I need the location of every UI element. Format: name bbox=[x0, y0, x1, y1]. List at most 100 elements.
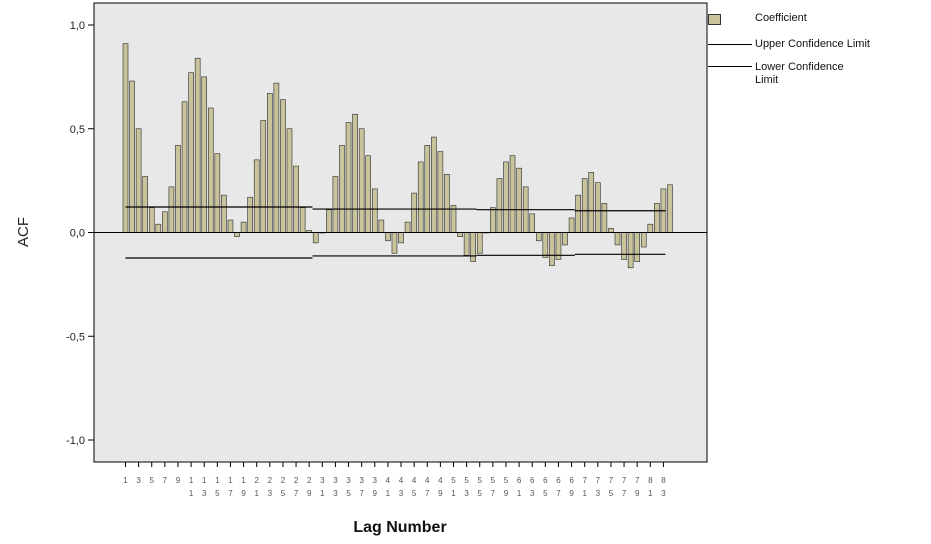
acf-bar bbox=[253, 159, 260, 233]
x-tick-label: 6 bbox=[543, 476, 548, 485]
x-tick-label: 5 bbox=[464, 476, 469, 485]
acf-bar bbox=[234, 232, 240, 237]
x-tick-label: 8 bbox=[661, 476, 666, 485]
x-tick-label: 3 bbox=[373, 476, 378, 485]
acf-bar bbox=[417, 161, 424, 233]
x-tick-label: 4 bbox=[412, 476, 417, 485]
acf-bar bbox=[640, 232, 647, 248]
x-tick-label-second-digit: 1 bbox=[582, 489, 587, 498]
acf-bar bbox=[444, 174, 450, 233]
acf-bar bbox=[312, 232, 319, 244]
acf-bar bbox=[503, 161, 509, 233]
acf-bar bbox=[391, 232, 398, 254]
x-tick-label-second-digit: 5 bbox=[543, 489, 548, 498]
x-tick-label-second-digit: 7 bbox=[425, 489, 430, 498]
acf-bar bbox=[490, 207, 496, 233]
legend-label-upper: Upper Confidence Limit bbox=[755, 38, 870, 50]
x-tick-label: 2 bbox=[268, 476, 273, 485]
x-tick-label: 1 bbox=[228, 476, 233, 485]
legend-label-lower-1: Lower Confidence bbox=[755, 61, 844, 73]
acf-bar bbox=[568, 217, 575, 233]
acf-bar bbox=[201, 76, 208, 233]
y-tick-label: 0,0 bbox=[70, 228, 85, 240]
x-tick-label-second-digit: 1 bbox=[386, 489, 391, 498]
acf-bar bbox=[470, 232, 476, 262]
acf-bar bbox=[155, 223, 162, 233]
y-tick-label: 1,0 bbox=[70, 20, 85, 32]
acf-bar bbox=[168, 186, 175, 233]
x-tick-label: 7 bbox=[609, 476, 614, 485]
acf-bar bbox=[352, 113, 358, 233]
acf-bar bbox=[267, 93, 273, 233]
acf-bar bbox=[345, 122, 352, 233]
legend-label-lower-2: Limit bbox=[755, 74, 779, 86]
legend-item-upper: Upper Confidence Limit bbox=[700, 30, 928, 50]
x-tick-label: 2 bbox=[254, 476, 259, 485]
acf-bar bbox=[280, 99, 286, 233]
acf-bar bbox=[404, 221, 411, 233]
x-tick-label-second-digit: 5 bbox=[609, 489, 614, 498]
x-tick-label: 8 bbox=[648, 476, 653, 485]
acf-bar bbox=[332, 176, 339, 233]
x-tick-label: 5 bbox=[478, 476, 483, 485]
bars bbox=[122, 43, 673, 269]
x-tick-label-second-digit: 7 bbox=[622, 489, 627, 498]
acf-bar bbox=[575, 194, 581, 233]
y-axis-title: ACF bbox=[15, 217, 32, 247]
acf-bar bbox=[437, 151, 444, 233]
x-tick-label-second-digit: 1 bbox=[451, 489, 456, 498]
x-tick-label: 6 bbox=[556, 476, 561, 485]
acf-bar bbox=[240, 221, 247, 233]
x-tick-label-second-digit: 5 bbox=[215, 489, 220, 498]
x-tick-label-second-digit: 3 bbox=[202, 489, 207, 498]
x-tick-label-second-digit: 3 bbox=[464, 489, 469, 498]
x-tick-label: 1 bbox=[189, 476, 194, 485]
acf-bar bbox=[142, 176, 148, 233]
acf-bar bbox=[339, 145, 345, 233]
x-tick-label-second-digit: 9 bbox=[569, 489, 574, 498]
acf-bar bbox=[299, 207, 306, 233]
acf-bar bbox=[260, 120, 267, 233]
upper-limit-line-icon bbox=[708, 44, 752, 45]
x-tick-label-second-digit: 5 bbox=[478, 489, 483, 498]
x-tick-label: 5 bbox=[504, 476, 509, 485]
acf-bar bbox=[457, 232, 463, 237]
acf-bar bbox=[122, 43, 129, 233]
y-tick-label: -0,5 bbox=[66, 331, 85, 343]
acf-bar bbox=[358, 128, 365, 233]
x-tick-label: 7 bbox=[622, 476, 627, 485]
acf-bar bbox=[509, 155, 516, 233]
acf-bar bbox=[148, 207, 155, 233]
acf-bar bbox=[535, 232, 542, 242]
acf-bar bbox=[588, 172, 595, 233]
x-tick-label-second-digit: 7 bbox=[556, 489, 561, 498]
x-tick-label: 4 bbox=[425, 476, 430, 485]
y-tick-label: -1,0 bbox=[66, 435, 85, 447]
acf-bar bbox=[595, 182, 601, 233]
x-tick-label-second-digit: 9 bbox=[307, 489, 312, 498]
x-tick-label: 6 bbox=[517, 476, 522, 485]
acf-bar bbox=[562, 232, 568, 246]
x-tick-label: 2 bbox=[307, 476, 312, 485]
legend-label-coefficient: Coefficient bbox=[755, 12, 807, 24]
acf-bar bbox=[371, 188, 378, 233]
x-tick-label-second-digit: 1 bbox=[648, 489, 653, 498]
x-axis: 1 3 5 7 9 11131517192123252729313335373941434… bbox=[123, 462, 666, 498]
x-tick-label: 3 bbox=[359, 476, 364, 485]
acf-bar bbox=[431, 136, 437, 233]
acf-bar bbox=[273, 82, 280, 233]
x-tick-label-second-digit: 5 bbox=[281, 489, 286, 498]
x-tick-label: 2 bbox=[281, 476, 286, 485]
acf-bar bbox=[398, 232, 404, 244]
x-tick-label: 3 bbox=[320, 476, 325, 485]
lower-limit-line-icon bbox=[708, 66, 752, 67]
acf-bar bbox=[516, 167, 522, 233]
confidence-limits bbox=[125, 206, 666, 259]
x-tick-label: 6 bbox=[530, 476, 535, 485]
x-tick-label-second-digit: 3 bbox=[399, 489, 404, 498]
acf-bar bbox=[647, 223, 654, 233]
acf-bar bbox=[667, 184, 673, 233]
acf-bar bbox=[529, 213, 536, 233]
x-tick-label: 5 bbox=[150, 476, 155, 485]
x-tick-label-second-digit: 1 bbox=[254, 489, 259, 498]
